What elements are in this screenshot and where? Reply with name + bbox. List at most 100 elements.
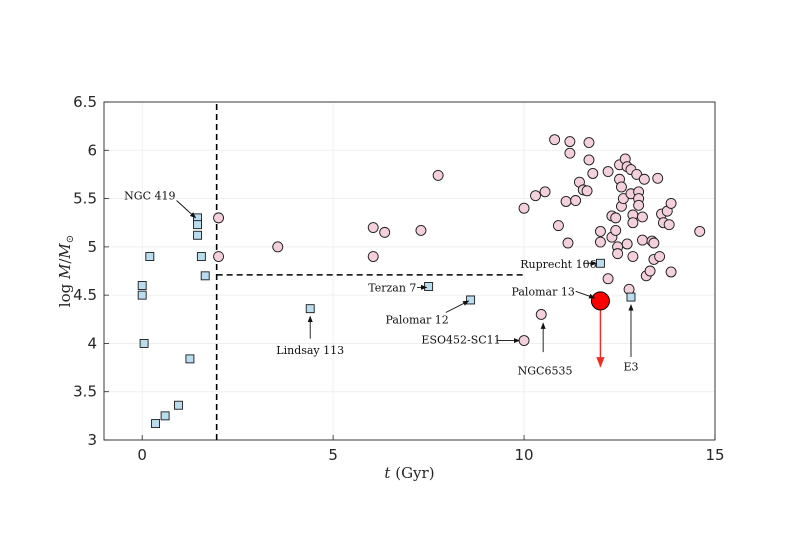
- x-tick-label: 15: [705, 446, 724, 464]
- circle-point: [564, 136, 576, 148]
- circle-point: [367, 222, 379, 233]
- annotation-arrow: [575, 290, 596, 299]
- circle-point: [530, 190, 541, 202]
- circle-point: [583, 154, 595, 166]
- annotation-label: NGC6535: [518, 364, 573, 377]
- square-point: [160, 411, 170, 421]
- circle-point: [636, 234, 648, 246]
- square-point: [145, 252, 155, 261]
- circle-point: [518, 202, 530, 214]
- y-tick-label: 4.5: [73, 286, 97, 304]
- circle-point: [583, 137, 595, 149]
- circle-point: [627, 217, 639, 229]
- annotation-arrow: [176, 200, 197, 219]
- circle-point: [581, 185, 593, 197]
- y-axis-label-sub: ⊙: [65, 235, 76, 243]
- x-tick-label: 5: [328, 446, 338, 464]
- circle-point: [562, 237, 574, 249]
- circle-point: [694, 225, 706, 237]
- annotation-label: Ruprecht 106: [520, 258, 596, 271]
- y-tick-label: 5.5: [73, 190, 97, 208]
- y-axis-label-den: M: [56, 243, 74, 260]
- dashed-lines: [215, 102, 525, 440]
- grid: [104, 101, 716, 441]
- annotation-label: Palomar 12: [385, 313, 448, 326]
- annotation-label: ESO452-SC11: [421, 334, 500, 347]
- square-point: [200, 271, 210, 281]
- circle-point: [272, 241, 284, 253]
- square-point: [139, 338, 149, 348]
- annotation-label: NGC 419: [124, 190, 175, 203]
- circle-point: [560, 196, 572, 207]
- y-axis-label-slash: /: [56, 258, 74, 264]
- circle-point: [627, 251, 639, 262]
- annotation-label: E3: [623, 361, 638, 374]
- circle-point: [648, 237, 660, 249]
- circle-point: [652, 172, 664, 184]
- circle-point: [518, 335, 530, 346]
- square-point: [424, 282, 434, 291]
- y-tick-label: 4: [87, 334, 97, 352]
- y-tick-label: 5: [87, 238, 97, 256]
- circle-point: [535, 309, 547, 320]
- circle-point: [665, 266, 677, 278]
- x-tick-label: 10: [515, 446, 534, 464]
- square-point: [151, 419, 161, 429]
- y-tick-label: 3: [87, 431, 97, 449]
- y-axis-label-prefix: log: [56, 279, 74, 307]
- circle-point: [602, 273, 614, 285]
- annotation-arrow: [445, 300, 470, 313]
- square-point: [196, 252, 206, 261]
- square-point: [185, 354, 195, 364]
- circle-point: [594, 225, 606, 237]
- circle-point: [539, 186, 551, 198]
- circle-point: [564, 147, 576, 159]
- circle-point: [612, 248, 624, 260]
- circle-point: [665, 197, 677, 209]
- square-point: [193, 220, 203, 230]
- y-tick-label: 6: [87, 141, 97, 159]
- circle-point: [213, 212, 225, 224]
- circle-point: [432, 169, 444, 181]
- circle-point: [549, 134, 561, 146]
- markers: [137, 134, 706, 429]
- square-point: [137, 281, 147, 290]
- square-point: [193, 230, 203, 240]
- y-axis-label-num: M: [56, 263, 74, 280]
- plot-frame: [103, 101, 716, 441]
- circle-point: [638, 173, 650, 185]
- square-point: [137, 290, 147, 300]
- circle-point: [621, 238, 633, 250]
- circle-point: [615, 181, 627, 193]
- y-tick-label: 6.5: [73, 93, 97, 111]
- x-axis-label-unit: (Gyr): [390, 464, 434, 482]
- square-point: [595, 258, 605, 268]
- circle-point: [587, 168, 599, 179]
- annotation-label: Palomar 13: [511, 285, 574, 298]
- circle-point: [367, 251, 379, 262]
- annotation-label: Terzan 7: [368, 281, 416, 294]
- circle-point: [213, 251, 225, 262]
- circle-point: [636, 211, 648, 223]
- annotations: NGC 419 Terzan 7 Palomar 12 ESO452-SC11 NGC6…: [124, 190, 638, 378]
- y-axis-label: log M/M⊙: [56, 235, 76, 307]
- circle-point: [594, 236, 606, 248]
- circle-point: [602, 166, 614, 177]
- square-point: [305, 304, 315, 314]
- highlight-point: [590, 291, 610, 311]
- x-axis-label: t (Gyr): [384, 464, 434, 482]
- circle-point: [663, 219, 675, 231]
- circle-point: [644, 265, 656, 277]
- circle-point: [633, 199, 645, 211]
- y-tick-label: 3.5: [73, 383, 97, 401]
- annotation-label: Lindsay 113: [276, 344, 344, 357]
- circle-point: [654, 251, 666, 262]
- circle-point: [570, 195, 582, 206]
- square-point: [466, 295, 476, 305]
- circle-point: [552, 220, 564, 232]
- circle-point: [617, 193, 629, 205]
- circle-point: [631, 168, 643, 180]
- x-tick-label: 0: [137, 446, 147, 464]
- x-axis-label-var: t: [384, 464, 391, 482]
